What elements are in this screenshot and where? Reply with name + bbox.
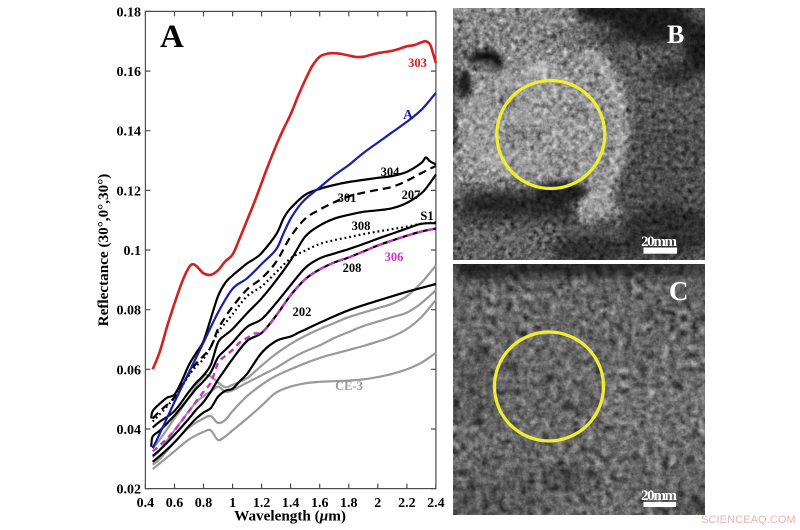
svg-text:0.8: 0.8 <box>195 496 213 511</box>
svg-text:Wavelength (μm): Wavelength (μm) <box>234 508 346 525</box>
svg-text:B: B <box>667 20 684 49</box>
svg-text:CE-3: CE-3 <box>335 379 363 393</box>
svg-text:1.8: 1.8 <box>340 496 358 511</box>
svg-text:0.16: 0.16 <box>117 65 142 80</box>
svg-text:308: 308 <box>352 219 371 233</box>
svg-text:303: 303 <box>408 56 427 70</box>
svg-text:0.6: 0.6 <box>166 496 184 511</box>
svg-text:C: C <box>669 276 689 306</box>
svg-text:S1: S1 <box>420 209 433 223</box>
svg-text:20mm: 20mm <box>641 234 678 250</box>
svg-text:A: A <box>403 108 414 123</box>
svg-text:1.2: 1.2 <box>253 496 271 511</box>
svg-text:306: 306 <box>385 250 404 264</box>
svg-text:301: 301 <box>338 191 357 205</box>
svg-text:0.04: 0.04 <box>117 423 142 438</box>
svg-text:0.02: 0.02 <box>117 483 142 498</box>
svg-text:2: 2 <box>374 496 381 511</box>
svg-text:0.18: 0.18 <box>117 5 142 20</box>
svg-text:0.12: 0.12 <box>117 184 142 199</box>
svg-text:2.2: 2.2 <box>398 496 416 511</box>
svg-text:A: A <box>160 19 184 55</box>
svg-text:304: 304 <box>381 165 401 179</box>
svg-text:202: 202 <box>293 305 312 319</box>
svg-text:1.6: 1.6 <box>311 496 329 511</box>
svg-text:0.4: 0.4 <box>137 496 155 511</box>
svg-text:0.06: 0.06 <box>117 363 142 378</box>
svg-text:Reflectance (30°,0°,30°): Reflectance (30°,0°,30°) <box>95 174 112 327</box>
svg-text:207: 207 <box>402 188 421 202</box>
svg-text:2.4: 2.4 <box>427 496 445 511</box>
svg-text:0.08: 0.08 <box>117 304 142 319</box>
svg-text:208: 208 <box>343 261 362 275</box>
svg-text:0.14: 0.14 <box>117 125 142 140</box>
svg-text:20mm: 20mm <box>641 488 678 504</box>
svg-text:0.1: 0.1 <box>124 244 142 259</box>
svg-text:1: 1 <box>229 496 236 511</box>
svg-text:1.4: 1.4 <box>282 496 300 511</box>
